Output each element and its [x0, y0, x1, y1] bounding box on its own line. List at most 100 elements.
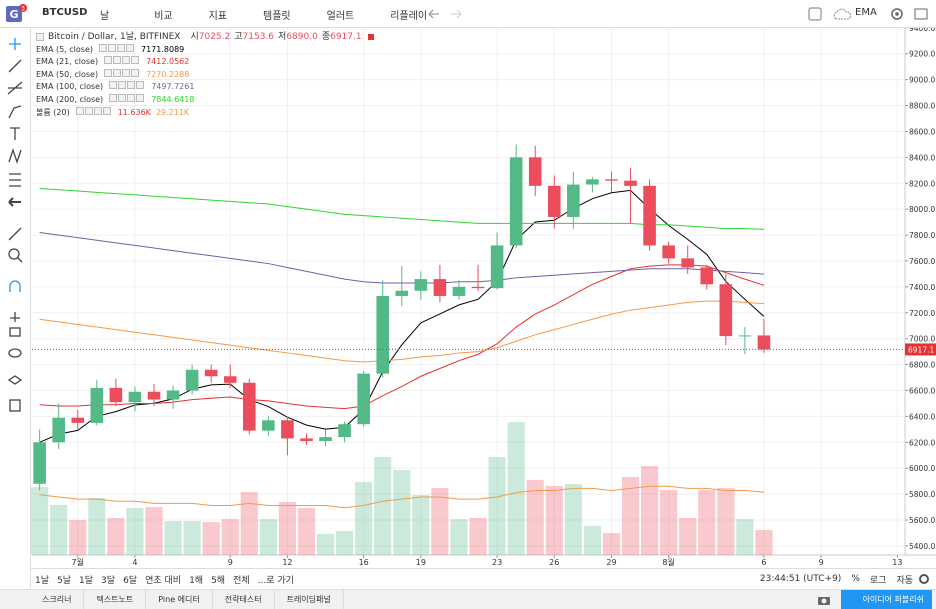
volume-bar	[641, 465, 659, 555]
candle-body	[738, 335, 752, 337]
control-box[interactable]	[122, 68, 131, 77]
interval[interactable]: 1날	[35, 575, 50, 586]
toolbar-item[interactable]: 리플레이	[390, 11, 428, 22]
interval[interactable]: 5해	[211, 575, 226, 586]
ohlc-label: 시	[190, 32, 199, 42]
control-box[interactable]	[108, 43, 116, 52]
interval[interactable]: 연초 대비	[145, 575, 182, 586]
tab[interactable]: 스크리너	[30, 590, 85, 609]
tab[interactable]: Pine 에디터	[146, 590, 213, 609]
toolbar-item[interactable]: 날	[100, 11, 110, 22]
candle-body	[166, 390, 180, 400]
candle-body	[109, 387, 123, 403]
tab[interactable]: 텍스트노트	[84, 590, 147, 609]
volume-ma-line	[39, 485, 764, 509]
control-box[interactable]	[118, 93, 127, 102]
publish-button[interactable]: 아이디어 퍼블리쉬	[840, 590, 932, 609]
volume-bar	[31, 487, 49, 555]
candle-body	[662, 245, 675, 259]
undo-redo[interactable]	[425, 7, 465, 21]
control-box[interactable]	[113, 56, 122, 65]
ohlc-value: 7025.2	[198, 32, 231, 42]
candle-body	[357, 373, 370, 425]
indicator-controls[interactable]	[104, 68, 140, 82]
ohlc-value: 6890.0	[286, 32, 318, 42]
control-box[interactable]	[136, 81, 145, 90]
tool-icons[interactable]	[0, 28, 30, 428]
control-box[interactable]	[104, 68, 113, 77]
volume-legend: 볼륨 (20) 11.636K 29.211K	[36, 106, 374, 120]
control-box[interactable]	[118, 81, 127, 90]
control-box[interactable]	[127, 93, 136, 102]
indicator-name: EMA (50, close)	[36, 69, 99, 79]
control-box[interactable]	[122, 56, 131, 65]
indicator-controls[interactable]	[109, 93, 145, 107]
volume-bar	[374, 456, 392, 555]
auto-toggle[interactable]: 자동	[896, 575, 913, 586]
volume-bar	[88, 498, 106, 555]
indicator-value: 7171.8089	[141, 44, 185, 54]
interval[interactable]: 전체	[233, 575, 250, 586]
percent-toggle[interactable]: %	[851, 574, 860, 584]
ohlc-value: 6917.1	[330, 32, 362, 42]
interval[interactable]: 6달	[123, 575, 138, 586]
volume-bar	[507, 422, 525, 555]
interval[interactable]: ...로 가기	[257, 575, 294, 586]
control-box[interactable]	[131, 68, 140, 77]
indicator-controls[interactable]	[99, 43, 135, 57]
volume-bar	[164, 521, 182, 555]
control-box[interactable]	[99, 43, 107, 52]
collapse-box[interactable]	[36, 33, 44, 42]
interval[interactable]: 5날	[57, 575, 72, 586]
volume-bar	[69, 519, 87, 555]
candle-body	[262, 420, 275, 431]
volume-bar	[183, 521, 201, 555]
control-box[interactable]	[117, 43, 125, 52]
control-box[interactable]	[104, 56, 113, 65]
indicator-controls[interactable]	[104, 56, 140, 69]
template-name[interactable]: EMA	[855, 7, 877, 18]
tab[interactable]: 트레이딩패널	[275, 590, 344, 609]
log-toggle[interactable]: 로그	[869, 575, 887, 586]
volume-bar	[316, 533, 335, 555]
volume-bar	[240, 492, 258, 555]
control-box[interactable]	[131, 56, 140, 65]
candle-body	[90, 387, 104, 423]
volume-name: 볼륨 (20)	[36, 107, 70, 117]
tab-list: 스크리너 텍스트노트 Pine 에디터 전략테스터 트레이딩패널	[30, 590, 344, 609]
svg-text:3: 3	[21, 6, 25, 13]
gear[interactable]	[918, 573, 930, 585]
tab[interactable]: 전략테스터	[213, 590, 275, 609]
toolbar-item[interactable]: 얼러트	[326, 11, 355, 22]
interval[interactable]: 1해	[189, 575, 204, 586]
indicator-controls[interactable]	[109, 81, 145, 94]
indicator-name: EMA (21, close)	[36, 57, 99, 67]
control-box[interactable]	[109, 81, 118, 90]
interval[interactable]: 1달	[79, 575, 94, 586]
toolbar-item[interactable]: 템플릿	[263, 11, 291, 22]
toolbar-item[interactable]: 지표	[208, 11, 228, 22]
x-tick-label: 4	[132, 558, 137, 567]
ema-line	[39, 264, 765, 410]
cloud-icon[interactable]	[832, 7, 852, 21]
indicator-row: EMA (200, close) 7844.6418	[36, 93, 374, 107]
control-box[interactable]	[109, 93, 118, 102]
indicator-legend: EMA (5, close) 7171.8089 EMA (21, close) 74…	[36, 43, 374, 107]
settings-icons[interactable]	[889, 6, 933, 22]
control-box[interactable]	[126, 43, 134, 52]
control-box[interactable]	[127, 81, 136, 90]
last-price-box	[905, 343, 936, 356]
control-box[interactable]	[113, 68, 122, 77]
control-box[interactable]	[136, 93, 145, 102]
snapshot[interactable]	[817, 594, 831, 606]
candle-body	[700, 267, 714, 285]
x-tick-label: 9	[819, 558, 824, 567]
symbol[interactable]: BTCUSD	[42, 7, 88, 18]
flag-icon[interactable]	[367, 34, 374, 41]
intervals: 1날 5날 1달 3달 6달 연초 대비 1해 5해 전체 ...로 가기	[31, 573, 298, 586]
interval[interactable]: 3달	[101, 575, 116, 586]
interval-bar: 1날 5날 1달 3달 6달 연초 대비 1해 5해 전체 ...로 가기 23:44:51 (U…	[31, 568, 936, 589]
toolbar-item[interactable]: 비교	[154, 11, 173, 22]
layout-icon[interactable]	[808, 7, 822, 21]
